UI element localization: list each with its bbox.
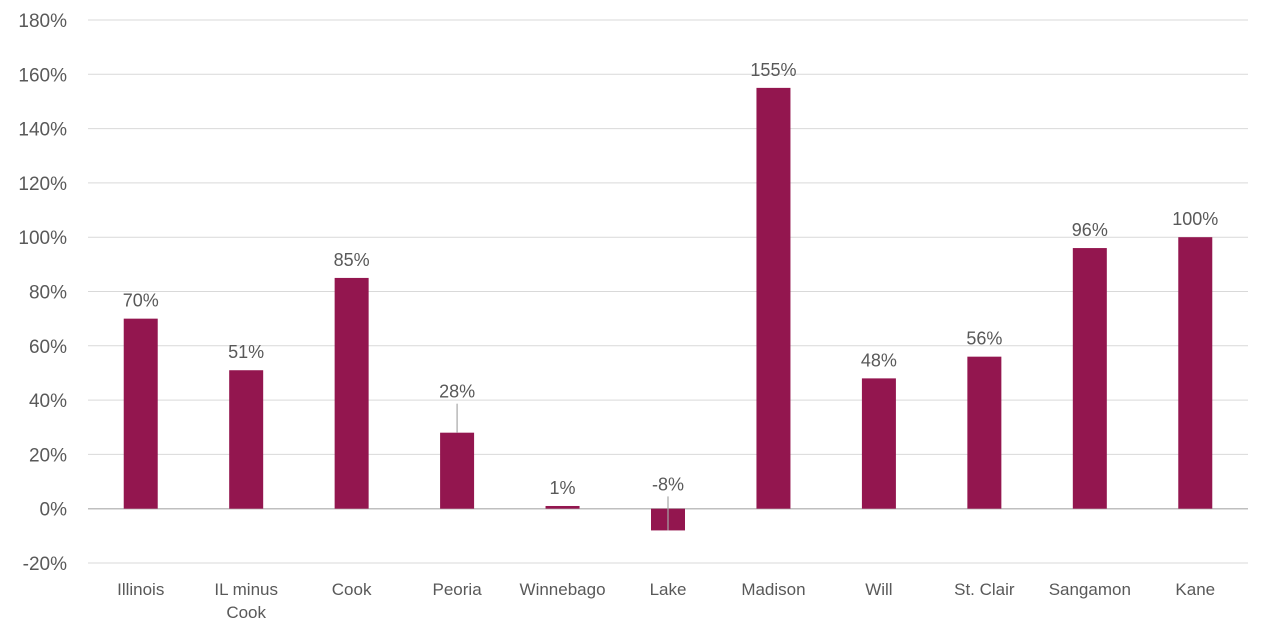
y-tick-label: 100% [18,228,67,249]
data-label: 56% [966,329,1002,349]
x-tick-label: IL minus Cook [214,580,278,622]
x-tick-label: Winnebago [520,580,606,599]
bar [756,87,791,509]
data-label: 96% [1072,220,1108,240]
bar [123,318,158,509]
x-axis-category-labels: Illinois IL minus Cook Cook Peoria Winnebago L… [117,580,1215,622]
x-tick-label-line: Kane [1175,580,1215,599]
x-tick-label: Madison [741,580,805,599]
data-label: -8% [652,474,684,494]
x-tick-label-line: Peoria [433,580,483,599]
data-label: 51% [228,342,264,362]
x-tick-label: Illinois [117,580,164,599]
x-tick-label: Lake [650,580,687,599]
y-tick-label: 40% [29,391,67,412]
x-tick-label: Cook [332,580,372,599]
y-axis-tick-labels: -20% 0% 20% 40% 60% 80% 100% 120% 140% 160% 180% [18,11,67,575]
x-tick-label-line: Illinois [117,580,164,599]
x-tick-label-line: Will [865,580,892,599]
data-label: 100% [1172,209,1218,229]
x-tick-label-line: Cook [226,603,266,622]
x-tick-label-line: Sangamon [1049,580,1131,599]
x-tick-label: Peoria [433,580,483,599]
y-tick-label: 120% [18,174,67,195]
bar [440,432,475,509]
y-tick-label: 0% [40,500,68,521]
data-labels: 70% 51% 85% 28% 1% -8% 155% 48% 56% 96% 100% [123,60,1219,498]
y-tick-label: 160% [18,65,67,86]
y-tick-label: 20% [29,445,67,466]
bar [545,505,580,509]
x-tick-label-line: St. Clair [954,580,1015,599]
x-tick-label: Kane [1175,580,1215,599]
bar [861,378,896,509]
data-label: 155% [750,60,796,80]
x-tick-label-line: Winnebago [520,580,606,599]
x-tick-label: Will [865,580,892,599]
x-tick-label-line: Lake [650,580,687,599]
x-tick-label-line: Madison [741,580,805,599]
bar [967,356,1002,509]
data-label: 85% [334,250,370,270]
y-tick-label: -20% [23,554,67,575]
bar [1072,248,1107,509]
data-label: 48% [861,350,897,370]
bar [334,277,369,509]
bars [123,87,1213,531]
y-tick-label: 140% [18,120,67,141]
x-tick-label-line: Cook [332,580,372,599]
y-tick-label: 80% [29,283,67,304]
bar [1178,237,1213,509]
x-tick-label-line: IL minus [214,580,278,599]
data-label: 70% [123,291,159,311]
leader-lines [456,403,669,531]
data-label: 1% [550,478,576,498]
data-label: 28% [439,382,475,402]
x-tick-label: St. Clair [954,580,1015,599]
y-tick-label: 60% [29,337,67,358]
bar [229,370,264,509]
y-tick-label: 180% [18,11,67,32]
gridlines [88,19,1248,564]
x-tick-label: Sangamon [1049,580,1131,599]
